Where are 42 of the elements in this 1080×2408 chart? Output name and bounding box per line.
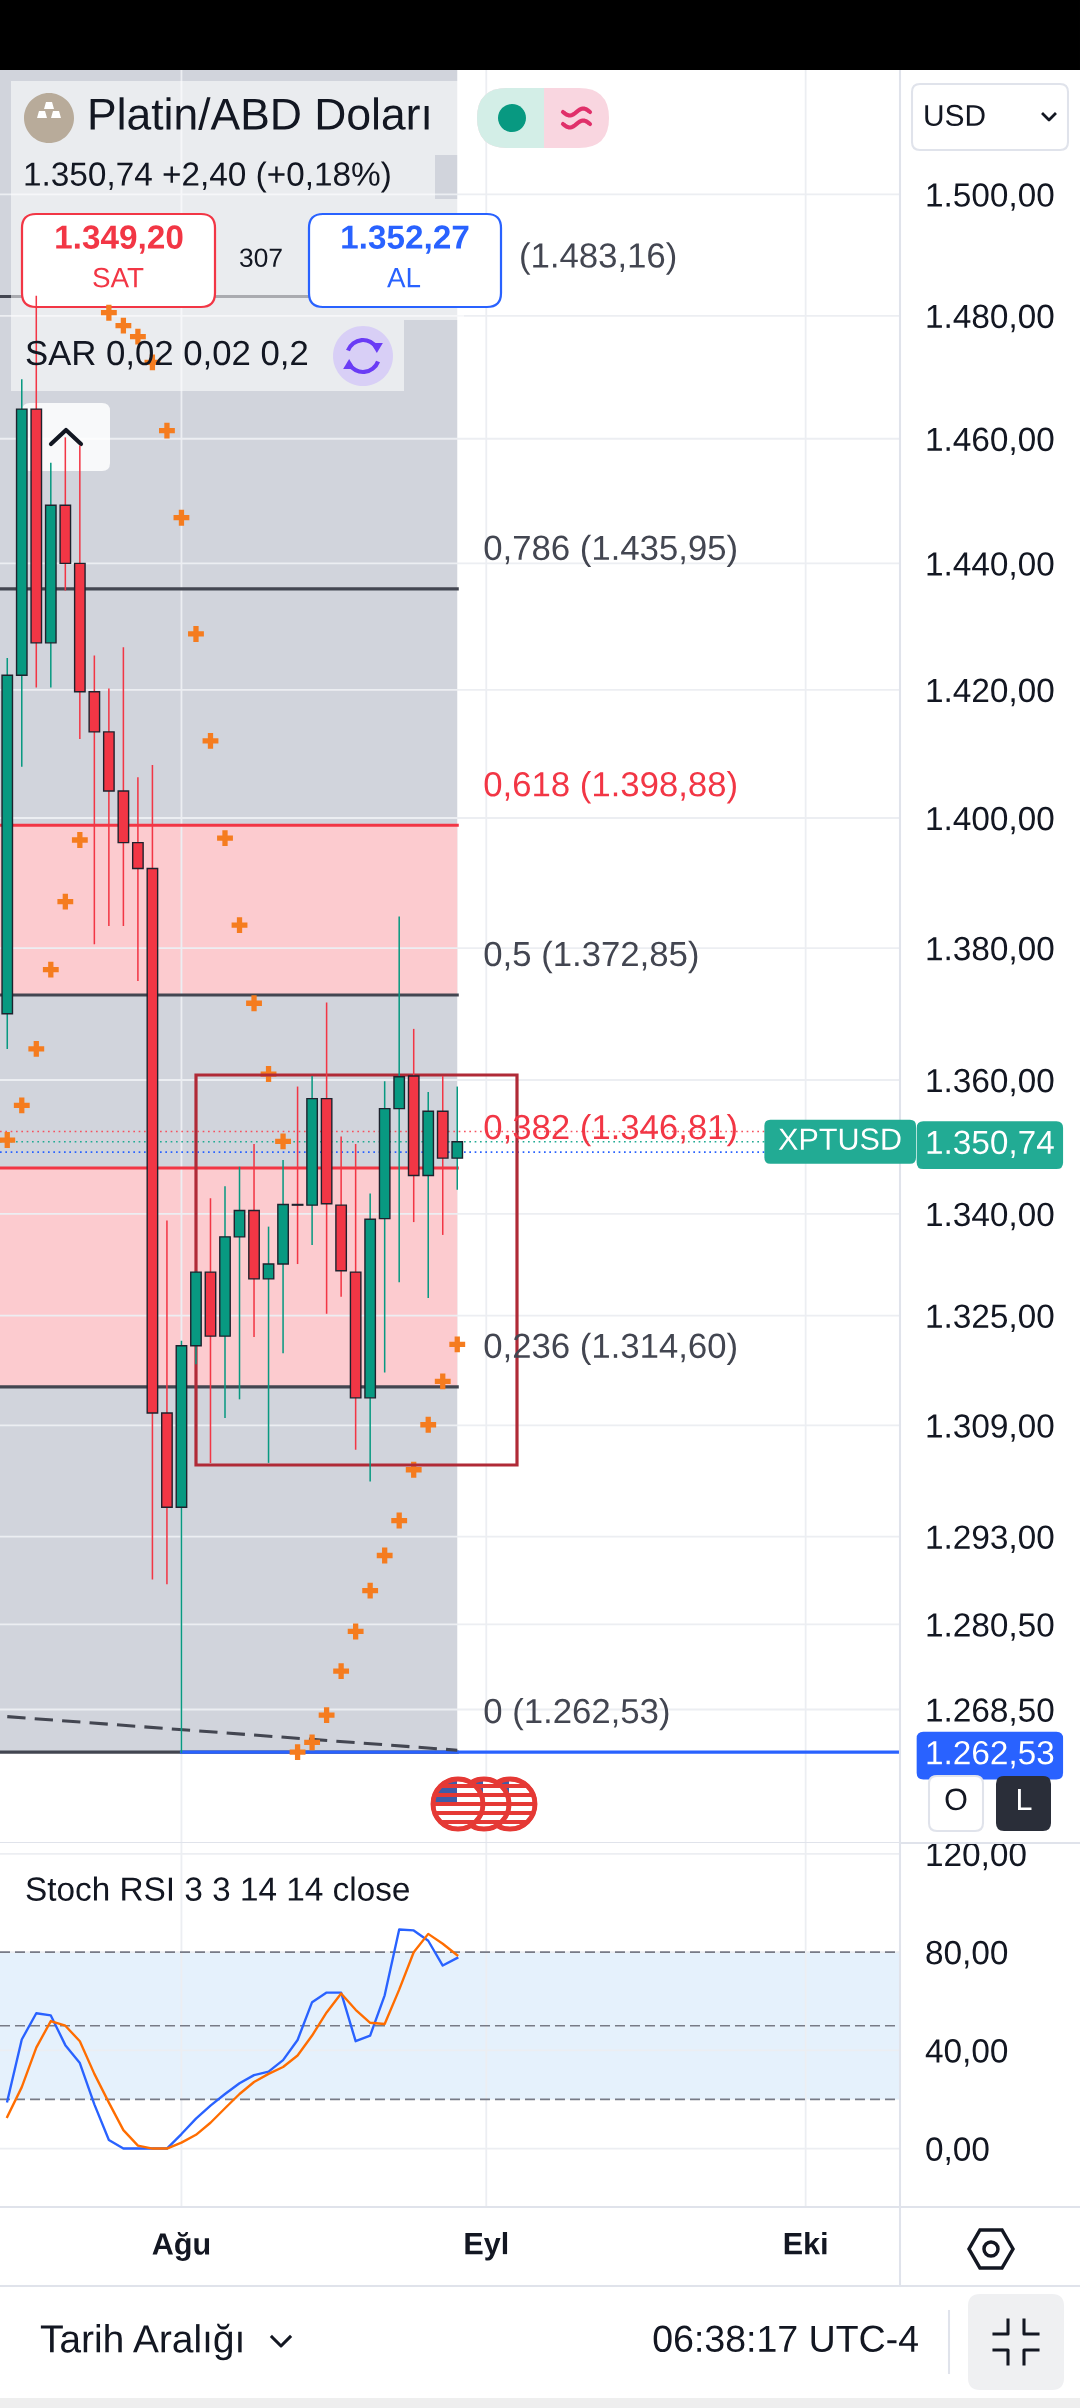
y-tick-label: 80,00 xyxy=(926,1940,1008,1969)
y-tick-label: 1.380,00 xyxy=(927,936,1054,965)
text: 1.350,74 +2,40 (+0,18%) xyxy=(25,161,390,193)
y-tick-label: 1.340,00 xyxy=(927,1202,1054,1231)
annotation: 1.349,20 xyxy=(56,225,183,254)
text: USD xyxy=(925,104,985,127)
text: O xyxy=(945,1788,967,1811)
annotation: 307 xyxy=(239,248,282,268)
ref-line-label: 0 (1.262,53) xyxy=(484,1697,669,1731)
y-tick-label: 1.268,50 xyxy=(927,1698,1054,1726)
y-tick-label: 1.262,53 xyxy=(927,1740,1054,1769)
annotation: SAT xyxy=(93,267,144,288)
x-tick-label: Eki xyxy=(784,2232,827,2255)
ref-line-label: 0,786 (1.435,95) xyxy=(484,534,736,568)
y-tick-label: 1.350,74 xyxy=(927,1130,1054,1159)
ref-line-label: 0,5 (1.372,85) xyxy=(484,940,698,974)
y-tick-label: 1.400,00 xyxy=(927,806,1054,835)
y-tick-label: 1.360,00 xyxy=(927,1068,1054,1097)
y-tick-label: 1.293,00 xyxy=(927,1525,1054,1553)
text: Stoch RSI 3 3 14 14 close xyxy=(26,1876,409,1901)
y-tick-label: 1.440,00 xyxy=(927,552,1054,580)
y-tick-label: 1.309,00 xyxy=(927,1414,1054,1442)
annotation: XPTUSD xyxy=(778,1128,901,1150)
text: L xyxy=(1018,1788,1032,1810)
y-tick-label: 1.500,00 xyxy=(927,183,1054,211)
annotation: AL xyxy=(387,268,421,288)
text: Tarih Aralığı xyxy=(40,2323,242,2361)
annotation: 1.352,27 xyxy=(342,225,469,254)
ref-line-label: 0,618 (1.398,88) xyxy=(484,771,736,804)
y-tick-label: 40,00 xyxy=(925,2039,1008,2067)
y-tick-label: 0,00 xyxy=(926,2137,989,2165)
x-tick-label: Ağu xyxy=(152,2232,210,2261)
x-tick-label: Eyl xyxy=(465,2232,508,2261)
text: 06:38:17 UTC-4 xyxy=(653,2325,918,2353)
y-tick-label: 1.480,00 xyxy=(927,304,1054,333)
y-tick-label: 1.280,50 xyxy=(927,1613,1054,1641)
chart-title: Platin/ABD Doları xyxy=(90,97,429,130)
y-tick-label: 1.460,00 xyxy=(927,427,1054,456)
y-tick-label: 120,00 xyxy=(927,1842,1026,1871)
y-tick-label: 1.420,00 xyxy=(927,678,1054,707)
ref-line-label: (1.483,16) xyxy=(521,242,676,275)
y-tick-label: 1.325,00 xyxy=(927,1304,1054,1332)
